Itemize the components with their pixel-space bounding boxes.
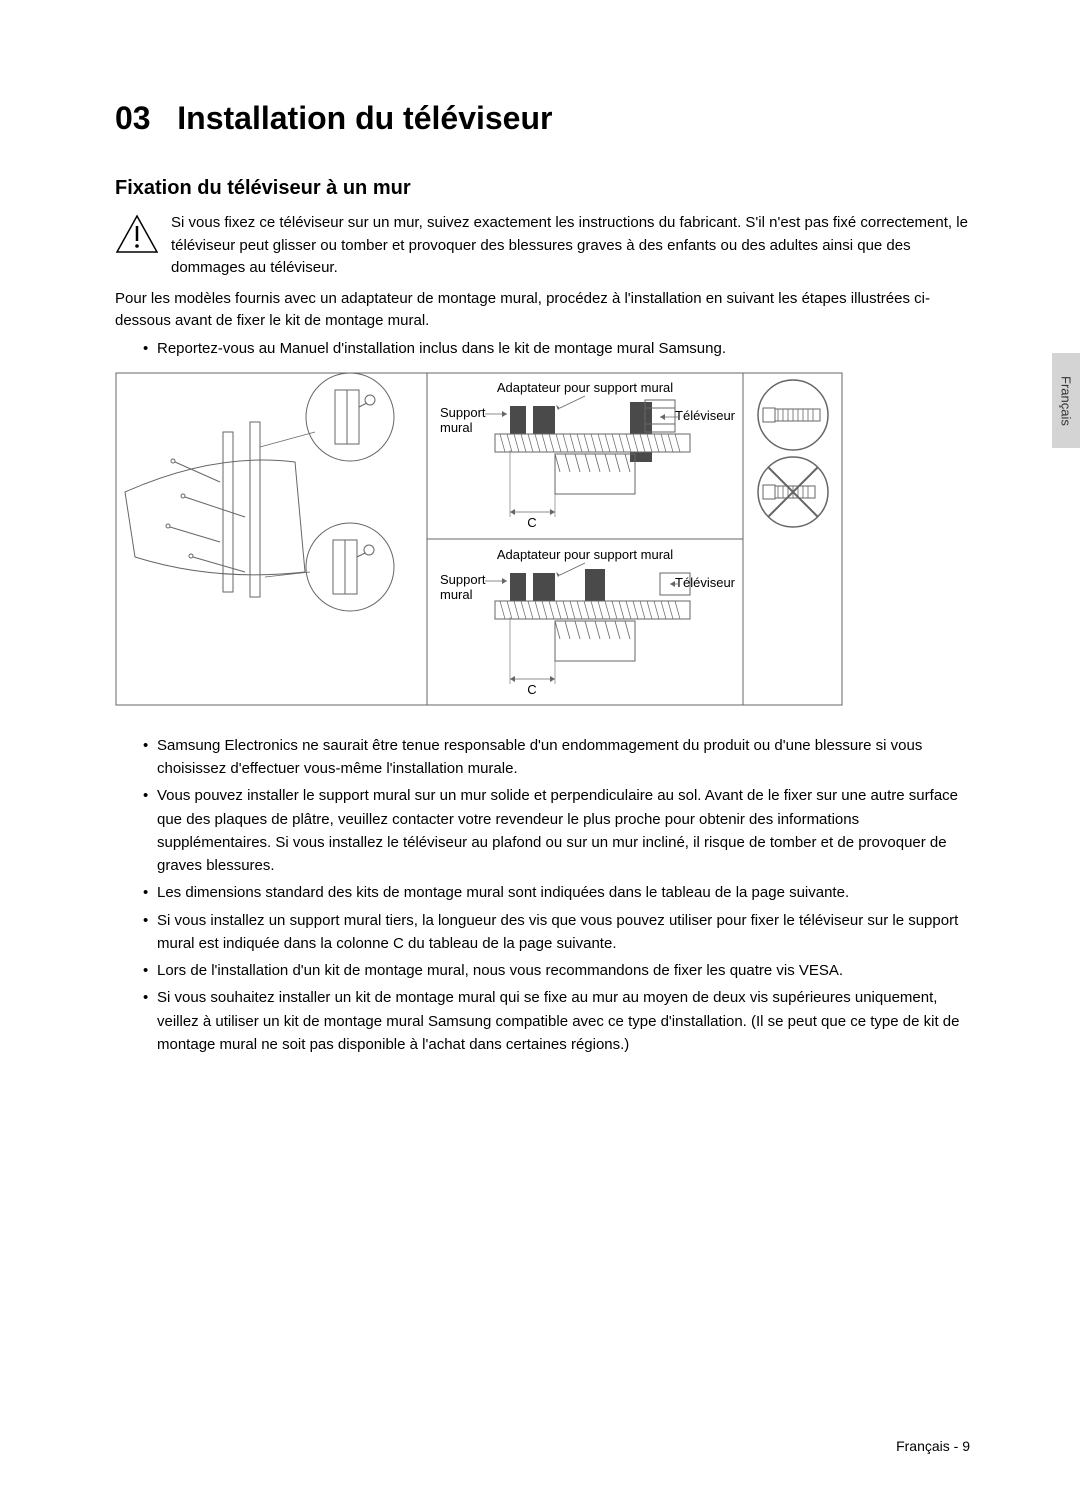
- language-side-tab: Français: [1052, 353, 1080, 448]
- bullet-0: Samsung Electronics ne saurait être tenu…: [143, 734, 970, 781]
- bullet-1: Vous pouvez installer le support mural s…: [143, 784, 970, 877]
- warning-triangle-icon: [115, 214, 159, 259]
- main-bullet-list: Samsung Electronics ne saurait être tenu…: [115, 734, 970, 1056]
- footer-page-number: 9: [962, 1438, 970, 1454]
- page-content: 03 Installation du téléviseur Fixation d…: [0, 0, 1080, 1108]
- label-adapter-top: Adaptateur pour support mural: [497, 380, 673, 395]
- bullet-3: Si vous installez un support mural tiers…: [143, 909, 970, 956]
- page-footer: Français - 9: [896, 1438, 970, 1454]
- bullet-2: Les dimensions standard des kits de mont…: [143, 881, 970, 904]
- chapter-title-text: Installation du téléviseur: [177, 100, 552, 136]
- warning-text: Si vous fixez ce téléviseur sur un mur, …: [171, 212, 970, 280]
- label-tv-bottom: Téléviseur: [675, 575, 736, 590]
- intro-bullet-0: Reportez-vous au Manuel d'installation i…: [143, 337, 970, 360]
- installation-diagram: Adaptateur pour support mural Support mu…: [115, 372, 843, 706]
- label-support-bottom: Support: [440, 572, 486, 587]
- bolt-diagram-bottom: Adaptateur pour support mural Support mu…: [440, 547, 736, 697]
- tv-bracket-illustration: [125, 373, 394, 611]
- side-tab-text: Français: [1059, 376, 1074, 426]
- label-c-top: C: [527, 515, 536, 530]
- screw-incorrect-icon: [758, 457, 828, 527]
- label-support-bottom-2: mural: [440, 587, 473, 602]
- label-support-top-2: mural: [440, 420, 473, 435]
- bolt-diagram-top: Adaptateur pour support mural Support mu…: [440, 380, 736, 530]
- footer-separator: -: [950, 1438, 962, 1454]
- intro-text: Pour les modèles fournis avec un adaptat…: [115, 288, 970, 333]
- chapter-title: 03 Installation du téléviseur: [115, 100, 970, 137]
- warning-block: Si vous fixez ce téléviseur sur un mur, …: [115, 212, 970, 280]
- footer-language: Français: [896, 1438, 950, 1454]
- label-tv-top: Téléviseur: [675, 408, 736, 423]
- section-title: Fixation du téléviseur à un mur: [115, 177, 970, 200]
- label-c-bottom: C: [527, 682, 536, 697]
- bullet-4: Lors de l'installation d'un kit de monta…: [143, 959, 970, 982]
- bullet-5: Si vous souhaitez installer un kit de mo…: [143, 986, 970, 1056]
- label-support-top: Support: [440, 405, 486, 420]
- intro-bullet-list: Reportez-vous au Manuel d'installation i…: [115, 337, 970, 360]
- screw-correct-icon: [758, 380, 828, 450]
- chapter-number: 03: [115, 100, 151, 136]
- label-adapter-bottom: Adaptateur pour support mural: [497, 547, 673, 562]
